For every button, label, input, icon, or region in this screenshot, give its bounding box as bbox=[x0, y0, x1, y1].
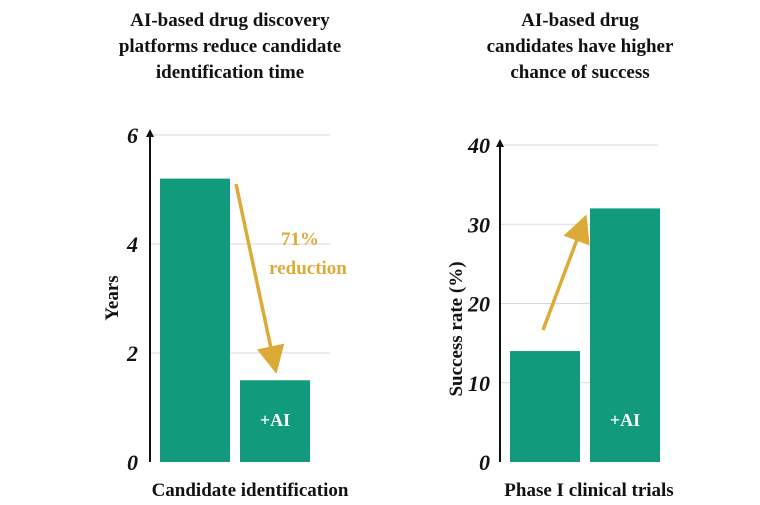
chart2-y-axis-arrowhead bbox=[496, 139, 504, 147]
chart1-annotation-percent: 71% bbox=[281, 229, 319, 250]
chart2-ytick-label: 20 bbox=[467, 292, 490, 317]
chart1-title-line3: identification time bbox=[155, 62, 305, 83]
chart2-ytick-label: 0 bbox=[479, 450, 490, 475]
chart2-title-line3: chance of success bbox=[510, 62, 650, 83]
chart1-annotation-text: reduction bbox=[269, 258, 347, 279]
chart1-title-line2: platforms reduce candidate bbox=[118, 36, 342, 57]
chart2-bar-traditional bbox=[510, 351, 580, 462]
chart2-x-axis-label: Phase I clinical trials bbox=[504, 480, 673, 501]
chart1-x-axis-label: Candidate identification bbox=[152, 480, 349, 501]
chart2-ytick-label: 10 bbox=[468, 371, 490, 396]
chart1-title-line1: AI-based drug discovery bbox=[130, 10, 330, 31]
chart1-reduction-arrow bbox=[234, 183, 285, 374]
chart1-title: AI-based drug discovery platforms reduce… bbox=[60, 8, 400, 86]
chart2-title-line2: candidates have higher bbox=[486, 36, 674, 57]
chart1-y-axis-label: Years bbox=[102, 275, 123, 320]
chart1-ytick-label: 2 bbox=[126, 341, 138, 366]
chart1-y-axis-arrowhead bbox=[146, 129, 154, 137]
chart1-ytick-label: 0 bbox=[127, 450, 138, 475]
chart2-title: AI-based drug candidates have higher cha… bbox=[430, 8, 730, 86]
chart2-increase-arrow bbox=[541, 214, 590, 331]
chart2-ytick-label: 30 bbox=[467, 212, 490, 237]
chart2-bar-ai bbox=[590, 208, 660, 462]
chart1-bar-label: +AI bbox=[260, 410, 290, 430]
chart2-ytick-label: 40 bbox=[467, 133, 490, 158]
chart1-ytick-label: 4 bbox=[126, 232, 138, 257]
chart1-bar-traditional bbox=[160, 178, 230, 462]
chart2-y-axis-label: Success rate (%) bbox=[446, 261, 467, 396]
chart2-bar-label: +AI bbox=[610, 410, 640, 430]
chart1-bar-ai bbox=[240, 380, 310, 462]
chart1-ytick-label: 6 bbox=[127, 123, 138, 148]
chart2-title-line1: AI-based drug bbox=[521, 10, 639, 31]
